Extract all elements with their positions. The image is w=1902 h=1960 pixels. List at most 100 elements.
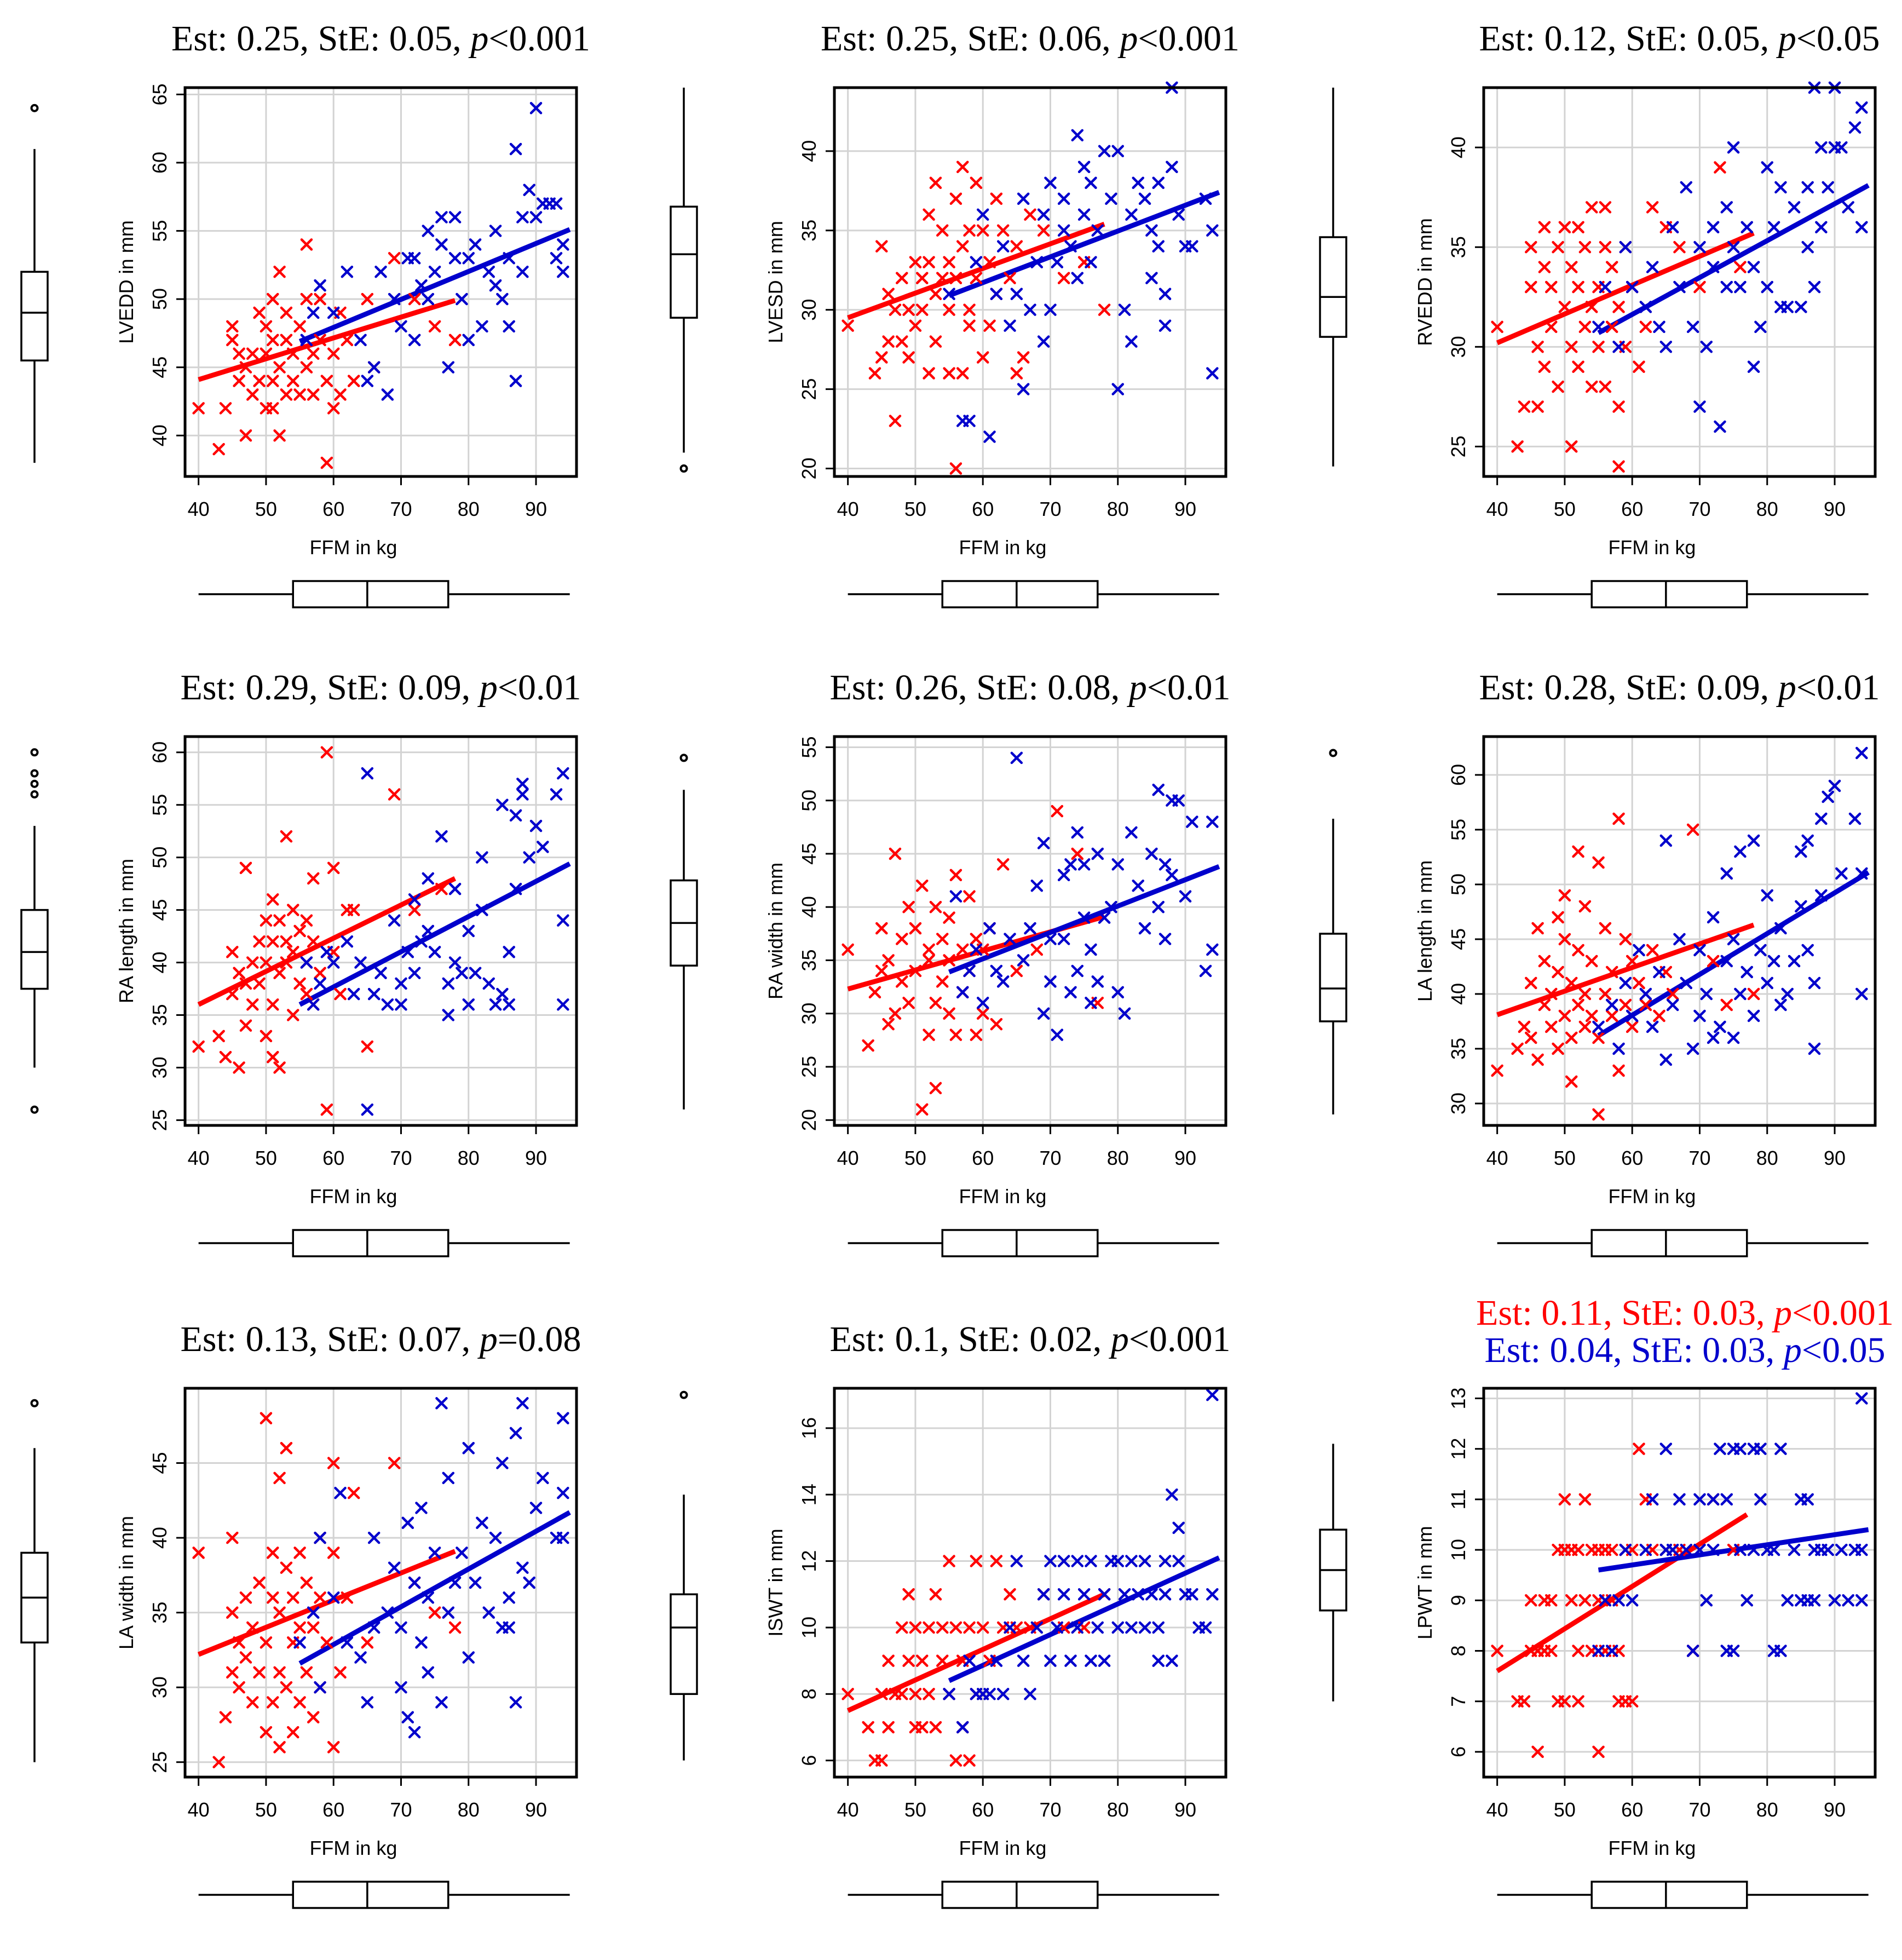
data-point-group2: [1057, 869, 1070, 882]
data-point-group2: [408, 252, 421, 265]
data-point-group2: [422, 1666, 435, 1679]
data-point-group2: [1017, 192, 1030, 205]
mark-stroke: [929, 1082, 942, 1095]
data-point-group2: [1044, 1654, 1057, 1667]
data-point-group2: [1152, 1621, 1165, 1634]
data-point-group2: [1152, 900, 1165, 913]
mark-stroke: [1552, 380, 1564, 393]
mark-stroke: [557, 1486, 569, 1499]
plot-frame: [833, 86, 1227, 478]
data-point-group2: [422, 292, 435, 306]
mark-stroke: [963, 1654, 976, 1667]
plot-frame: [1482, 1387, 1877, 1779]
mark-stroke: [557, 767, 569, 780]
y-marginal-boxplot: [670, 88, 698, 473]
data-point-group1: [428, 1606, 441, 1619]
data-point-group2: [1740, 221, 1754, 234]
mark-stroke: [1822, 790, 1834, 803]
mark-stroke: [280, 1681, 293, 1694]
data-point-group2: [1010, 751, 1023, 765]
mark-stroke: [1855, 1543, 1868, 1556]
data-point-group2: [1707, 261, 1720, 273]
mark-stroke: [1754, 1442, 1767, 1455]
mark-stroke: [1111, 145, 1125, 158]
mark-stroke: [300, 361, 313, 373]
data-point-group2: [1098, 1654, 1111, 1667]
mark-stroke: [875, 240, 888, 253]
data-point-group1: [970, 1555, 983, 1567]
mark-stroke: [1720, 955, 1733, 968]
y-tick-label: 16: [798, 1417, 820, 1439]
mark-stroke: [300, 1576, 313, 1589]
data-point-group2: [482, 977, 495, 990]
data-point-group2: [448, 956, 462, 969]
data-point-group2: [374, 967, 387, 980]
data-point-group2: [422, 924, 435, 938]
y-tick-label: 45: [1447, 928, 1469, 950]
data-point-group2: [1774, 1442, 1787, 1455]
mark-stroke: [1639, 1543, 1652, 1556]
mark-stroke: [1585, 1009, 1598, 1022]
data-point-group1: [300, 1666, 313, 1679]
mark-stroke: [469, 1576, 482, 1589]
data-point-group2: [1206, 367, 1219, 380]
mark-stroke: [503, 998, 515, 1011]
data-point-group1: [916, 880, 929, 892]
x-tick-label: 90: [525, 1147, 547, 1169]
regression-line-group2: [298, 227, 571, 344]
mark-stroke: [286, 1591, 299, 1604]
mark-stroke: [1085, 1555, 1097, 1567]
data-point-group2: [1734, 280, 1747, 294]
mark-stroke: [1145, 847, 1158, 860]
mark-stroke: [1680, 976, 1693, 990]
data-point-group1: [260, 1636, 273, 1649]
mark-stroke: [909, 964, 922, 978]
mark-stroke: [354, 1651, 367, 1664]
mark-stroke: [1132, 176, 1144, 189]
data-point-group2: [557, 767, 569, 780]
mark-stroke: [1138, 1555, 1151, 1567]
mark-stroke: [923, 208, 935, 221]
data-point-group1: [280, 1441, 293, 1455]
data-point-group1: [1578, 900, 1592, 913]
mark-stroke: [1105, 900, 1117, 913]
x-tick-label: 60: [972, 1147, 994, 1169]
data-point-group1: [300, 1576, 313, 1589]
data-point-group2: [462, 252, 475, 265]
stat-annotation: Est: 0.26, StE: 0.08, p<0.01: [829, 668, 1230, 708]
mark-stroke: [1172, 208, 1185, 221]
data-point-group2: [1017, 383, 1030, 395]
data-point-group1: [902, 1654, 915, 1667]
data-point-group1: [1017, 351, 1030, 364]
mark-stroke: [1552, 241, 1564, 254]
mark-stroke: [1686, 823, 1699, 836]
data-point-group2: [314, 977, 326, 990]
mark-stroke: [1545, 987, 1558, 1001]
data-point-group1: [1578, 1493, 1592, 1506]
mark-stroke: [239, 1651, 252, 1664]
x-tick-label: 60: [972, 1798, 994, 1821]
mark-stroke: [226, 1531, 239, 1544]
mark-stroke: [1626, 280, 1639, 294]
data-point-group1: [347, 1486, 360, 1499]
x-tick-label: 90: [1824, 498, 1846, 520]
data-point-group1: [1646, 944, 1659, 957]
data-point-group1: [267, 1591, 279, 1604]
data-point-group2: [1774, 998, 1787, 1011]
mark-stroke: [842, 1688, 854, 1700]
mark-stroke: [1004, 319, 1016, 332]
mark-stroke: [1071, 129, 1084, 142]
mark-stroke: [1673, 241, 1686, 254]
data-point-group2: [1145, 224, 1158, 237]
data-point-group1: [1552, 241, 1564, 254]
data-point-group1: [996, 858, 1010, 871]
mark-stroke: [916, 1721, 929, 1734]
mark-stroke: [476, 1516, 488, 1530]
data-point-group2: [1064, 858, 1077, 871]
data-point-group1: [1565, 341, 1578, 353]
data-point-group1: [1511, 1042, 1524, 1055]
data-point-group2: [963, 415, 976, 427]
mark-stroke: [267, 375, 279, 387]
mark-stroke: [1044, 1555, 1057, 1567]
data-point-group2: [1835, 1543, 1848, 1556]
